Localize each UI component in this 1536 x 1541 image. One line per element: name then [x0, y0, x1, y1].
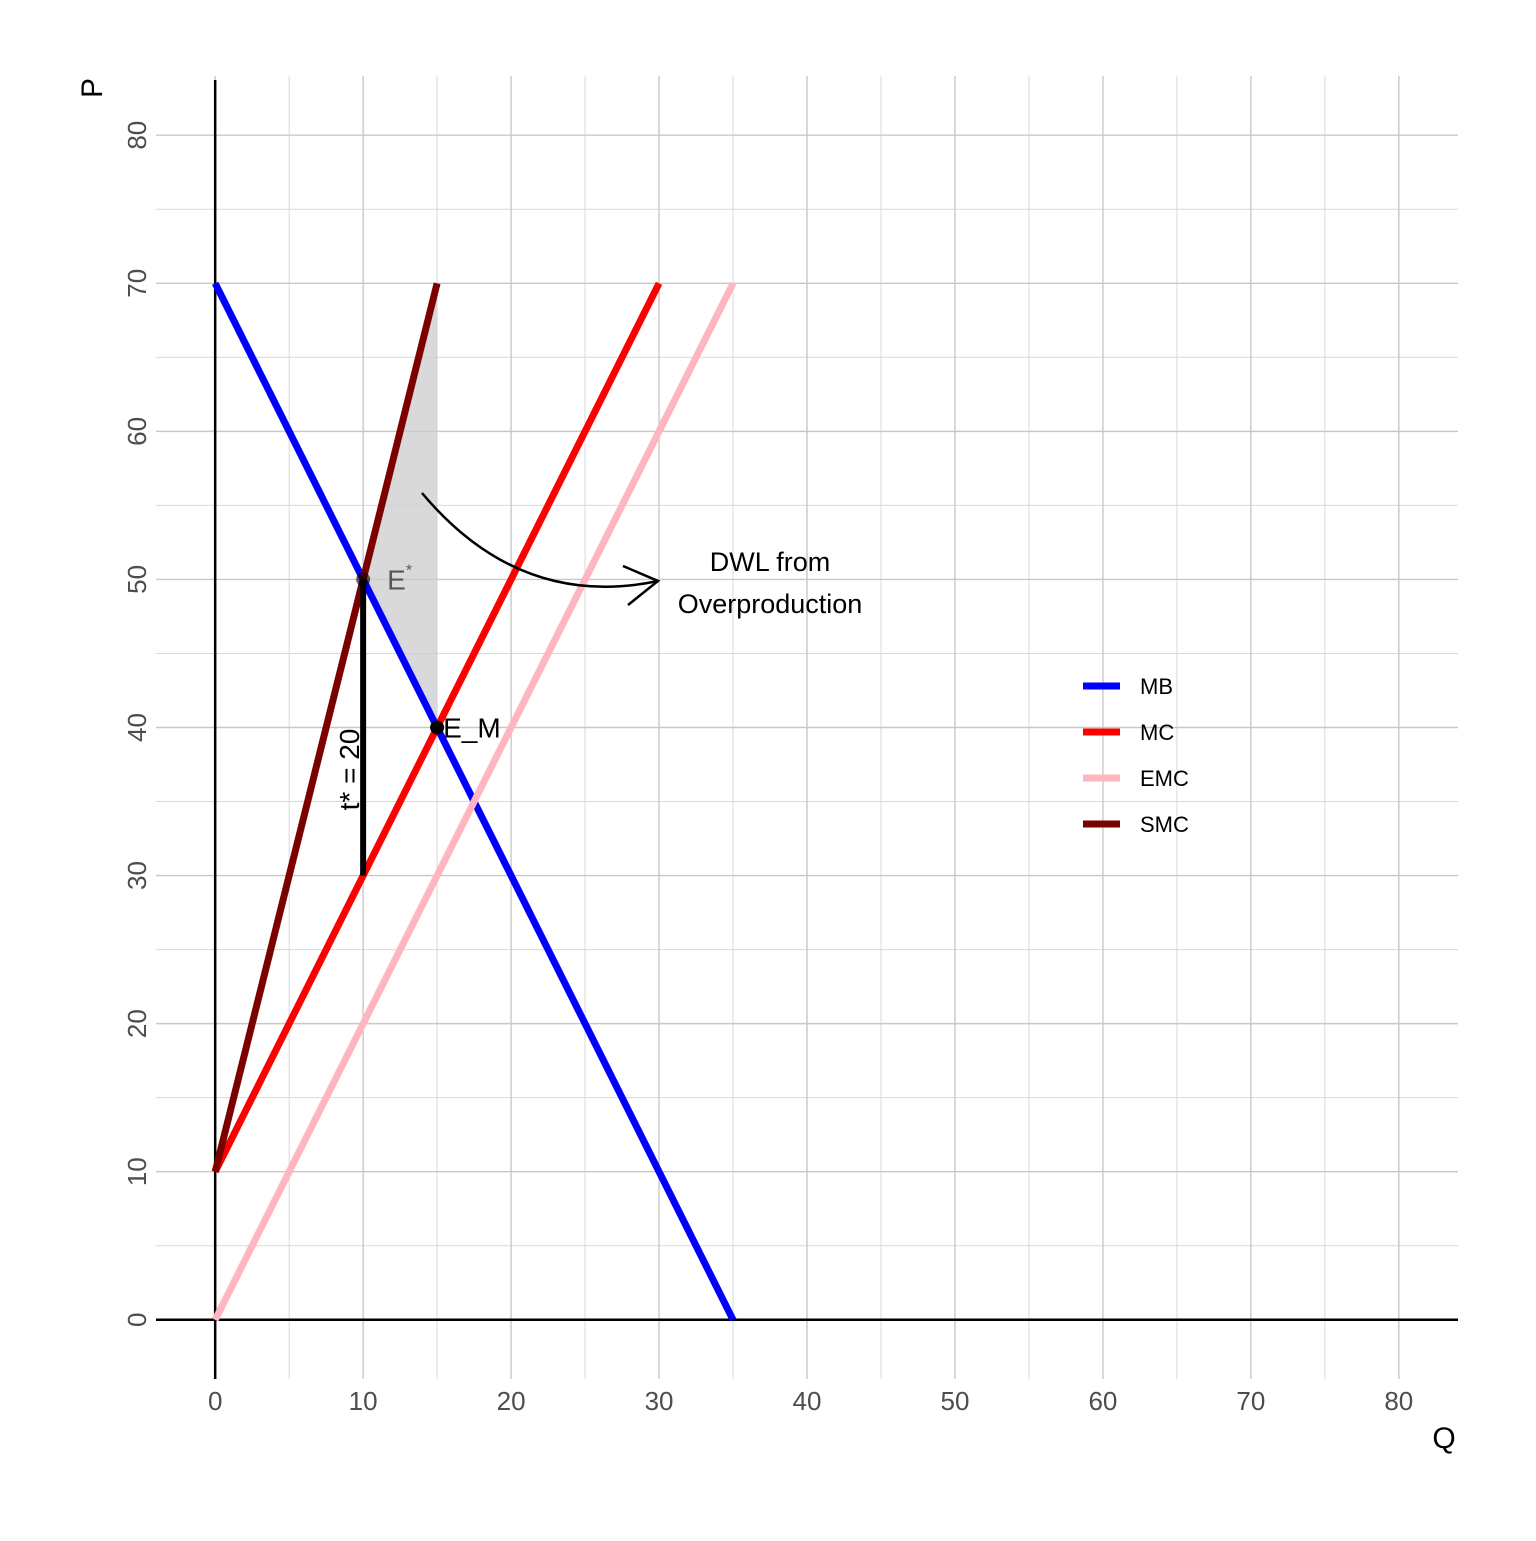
x-tick-label: 50 [940, 1386, 969, 1416]
point-label: E_M [443, 713, 501, 744]
x-tick-label: 70 [1236, 1386, 1265, 1416]
legend-label: MB [1140, 674, 1173, 699]
legend-label: EMC [1140, 766, 1189, 791]
point-label: E* [387, 562, 412, 595]
y-tick-label: 10 [122, 1157, 152, 1186]
x-tick-label: 20 [497, 1386, 526, 1416]
annotation-arrow [421, 492, 659, 588]
y-tick-label: 70 [122, 269, 152, 298]
x-tick-label: 60 [1088, 1386, 1117, 1416]
y-axis-label: P [76, 78, 109, 98]
annotation-text: DWL from [710, 547, 831, 577]
series-line [212, 281, 737, 1322]
series-line [211, 282, 441, 1173]
equilibrium-point [356, 572, 371, 587]
annotation-text: Overproduction [678, 589, 863, 619]
x-tick-label: 30 [645, 1386, 674, 1416]
legend-label: MC [1140, 720, 1174, 745]
y-tick-label: 50 [122, 565, 152, 594]
y-tick-label: 80 [122, 121, 152, 150]
legend-label: SMC [1140, 812, 1189, 837]
x-tick-label: 10 [349, 1386, 378, 1416]
y-tick-label: 0 [122, 1313, 152, 1327]
point-label-text: E [387, 564, 406, 595]
x-tick-label: 0 [208, 1386, 222, 1416]
tax-label: t* = 20 [334, 729, 365, 811]
point-label-superscript: * [406, 562, 412, 579]
y-tick-label: 20 [122, 1009, 152, 1038]
x-tick-label: 40 [793, 1386, 822, 1416]
x-tick-label: 80 [1384, 1386, 1413, 1416]
y-tick-label: 40 [122, 713, 152, 742]
y-tick-label: 30 [122, 861, 152, 890]
annotation-arrowhead [622, 564, 661, 606]
point-label-text: E_M [443, 713, 501, 744]
x-axis-label: Q [1432, 1422, 1455, 1455]
equilibrium-point [430, 720, 445, 735]
y-tick-label: 60 [122, 417, 152, 446]
